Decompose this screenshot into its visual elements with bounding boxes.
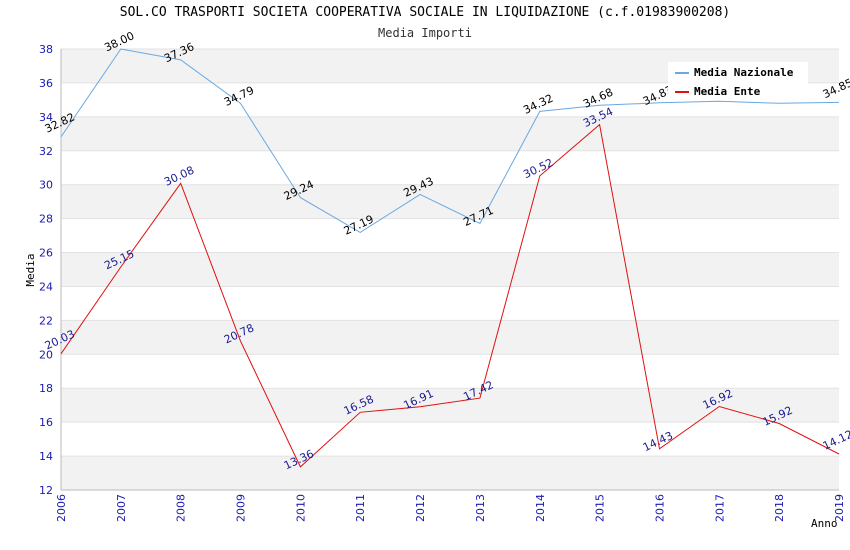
y-tick-label: 22	[39, 314, 53, 327]
x-tick-label: 2017	[713, 494, 726, 522]
x-axis-label: Anno	[811, 517, 838, 530]
y-tick-label: 38	[39, 43, 53, 56]
y-tick-label: 30	[39, 179, 53, 192]
data-label: 14.43	[641, 429, 675, 454]
y-tick-label: 24	[39, 280, 53, 293]
data-label: 34.32	[521, 92, 555, 117]
grid-bands	[61, 48, 839, 491]
x-tick-label: 2006	[55, 494, 68, 522]
series-line-media-nazionale	[60, 48, 840, 233]
x-tick-label: 2010	[294, 494, 307, 522]
data-label: 30.52	[521, 156, 555, 181]
data-label: 34.79	[222, 84, 256, 109]
x-tick-label: 2015	[594, 494, 607, 522]
y-tick-label: 26	[39, 247, 53, 260]
x-tick-label: 2016	[653, 494, 666, 522]
x-tick-label: 2018	[773, 494, 786, 522]
chart-title: SOL.CO TRASPORTI SOCIETA COOPERATIVA SOC…	[119, 5, 731, 20]
grid-band	[61, 116, 839, 151]
legend-box	[668, 62, 808, 100]
axes	[60, 49, 839, 491]
legend-label: Media Nazionale	[694, 66, 794, 79]
y-axis-label: Media	[24, 253, 37, 286]
series-lines	[60, 48, 840, 468]
x-tick-label: 2014	[534, 494, 547, 522]
legend: Media Nazionale Media Ente	[668, 62, 808, 100]
chart-subtitle: Media Importi	[378, 26, 472, 40]
y-tick-label: 28	[39, 213, 53, 226]
data-label: 14.12	[821, 428, 850, 453]
grid-band	[61, 252, 839, 287]
y-tick-label: 34	[39, 111, 53, 124]
grid-band	[61, 388, 839, 423]
grid-band	[61, 184, 839, 219]
x-tick-label: 2011	[354, 494, 367, 522]
y-tick-label: 16	[39, 416, 53, 429]
y-tick-label: 18	[39, 382, 53, 395]
x-tick-label: 2008	[175, 494, 188, 522]
y-tick-label: 36	[39, 77, 53, 90]
y-tick-label: 12	[39, 484, 53, 497]
x-tick-label: 2009	[235, 494, 248, 522]
grid-band	[61, 456, 839, 490]
y-tick-label: 14	[39, 450, 53, 463]
y-tick-labels: 12 14 16 18 20 22 24 26 28 30 32 34 36 38	[39, 43, 53, 497]
grid-band	[61, 320, 839, 355]
x-tick-label: 2013	[474, 494, 487, 522]
legend-label: Media Ente	[694, 85, 761, 98]
series-line-media-ente	[60, 123, 840, 468]
y-tick-label: 20	[39, 348, 53, 361]
y-tick-label: 32	[39, 145, 53, 158]
x-tick-labels: 2006 2007 2008 2009 2010 2011 2012 2013 2014 2015…	[55, 494, 846, 522]
x-tick-label: 2007	[115, 494, 128, 522]
x-tick-label: 2019	[833, 494, 846, 522]
x-tick-label: 2012	[414, 494, 427, 522]
